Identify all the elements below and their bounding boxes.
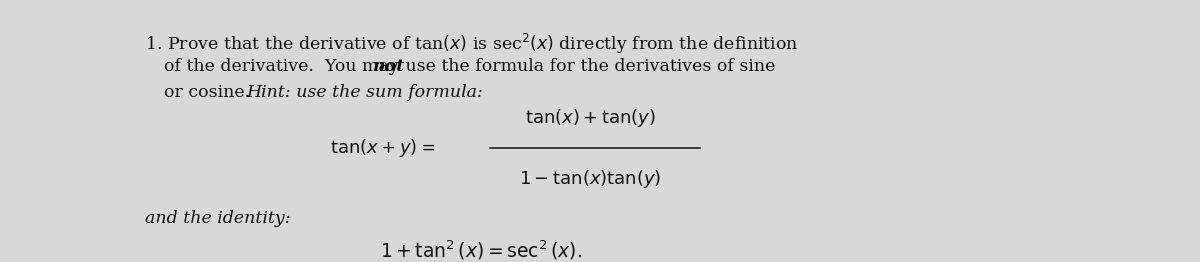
Text: Hint: use the sum formula:: Hint: use the sum formula: [246,84,482,101]
Text: 1. Prove that the derivative of tan$(x)$ is sec$^2(x)$ directly from the definit: 1. Prove that the derivative of tan$(x)$… [145,32,799,56]
Text: $\tan(x + y) =$: $\tan(x + y) =$ [330,137,436,159]
Text: $1 + \tan^2(x) = \sec^2(x).$: $1 + \tan^2(x) = \sec^2(x).$ [380,238,582,261]
Text: and the identity:: and the identity: [145,210,290,227]
Text: not: not [372,58,404,75]
Text: use the formula for the derivatives of sine: use the formula for the derivatives of s… [400,58,775,75]
Text: of the derivative.  You may: of the derivative. You may [164,58,404,75]
Text: $\tan(x) + \tan(y)$: $\tan(x) + \tan(y)$ [524,107,655,129]
Text: or cosine.: or cosine. [164,84,262,101]
Text: $1 - \tan(x)\tan(y)$: $1 - \tan(x)\tan(y)$ [518,168,661,190]
